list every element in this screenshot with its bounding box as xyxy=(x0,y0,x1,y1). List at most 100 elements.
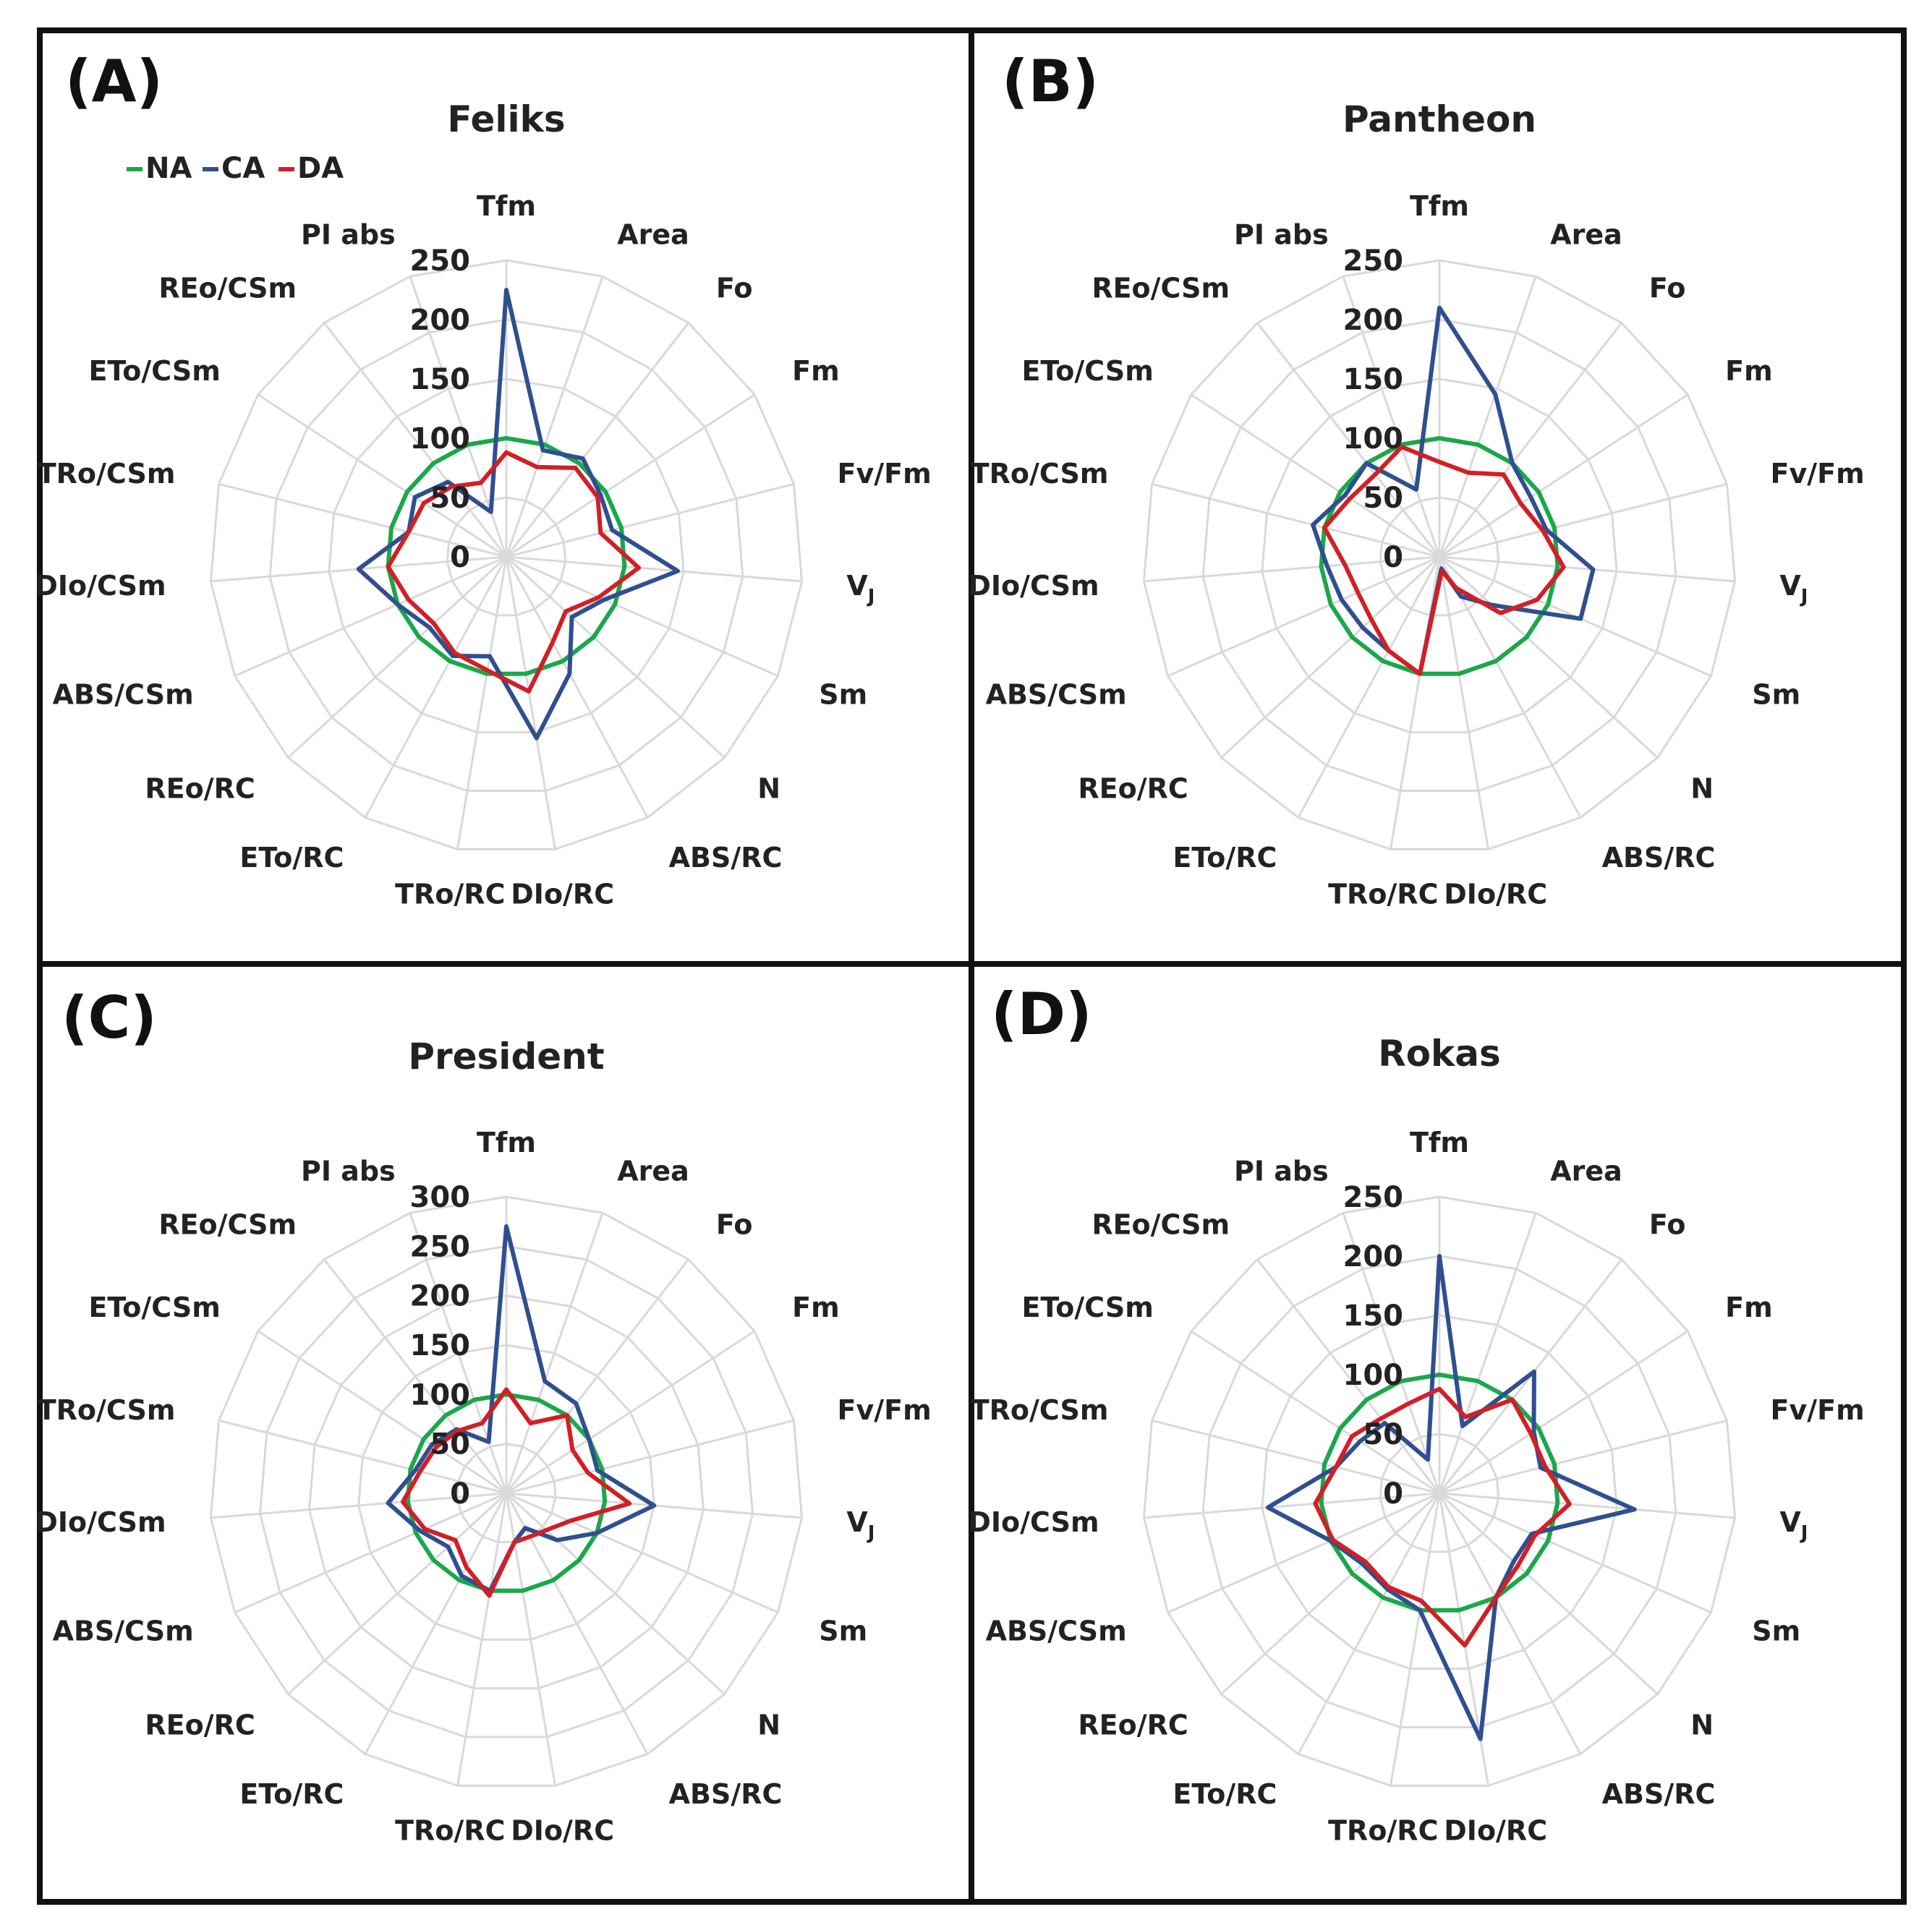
axis-label: N xyxy=(757,773,780,805)
axis-label: TRo/CSm xyxy=(971,1394,1109,1426)
series-line-da xyxy=(386,450,642,694)
spoke-abs-rc xyxy=(1438,556,1582,819)
spoke-vj xyxy=(1439,555,1735,583)
axis-label: Tfm xyxy=(477,1127,536,1158)
spoke-area xyxy=(1438,1212,1537,1494)
axis-label: ETo/RC xyxy=(1173,842,1277,874)
axis-label: ABS/RC xyxy=(669,1778,783,1810)
series-line-da xyxy=(1322,444,1566,676)
tick-label: 100 xyxy=(410,422,471,456)
axis-label: REo/RC xyxy=(1078,773,1188,805)
spoke-dio-csm xyxy=(1144,1492,1440,1519)
axis-label-subscript: J xyxy=(867,586,875,607)
spoke-reo-rc xyxy=(287,555,508,759)
grid-ring-150 xyxy=(328,377,685,734)
axis-label: Sm xyxy=(819,679,867,711)
legend-label-ca: CA xyxy=(221,152,265,185)
spoke-fo xyxy=(505,322,690,558)
grid-ring-150 xyxy=(1261,377,1618,734)
axis-label: ETo/CSm xyxy=(1021,355,1153,387)
spoke-fo xyxy=(1438,322,1623,558)
axis-label-text: V xyxy=(846,1506,868,1538)
tick-label: 250 xyxy=(1343,244,1404,278)
spoke-tro-rc xyxy=(456,1493,508,1786)
axis-label: TRo/RC xyxy=(395,1815,505,1847)
chart-title: Rokas xyxy=(1378,1033,1501,1075)
spoke-fm xyxy=(506,1330,756,1495)
panel-letter: (D) xyxy=(991,981,1092,1048)
grid-ring-200 xyxy=(1201,318,1677,793)
spoke-area xyxy=(1438,276,1537,558)
axis-label: REo/RC xyxy=(145,773,255,805)
spoke-sm xyxy=(506,555,779,678)
axis-label: Area xyxy=(617,1156,689,1187)
axis-label: Sm xyxy=(819,1615,867,1647)
tick-label: 50 xyxy=(1363,1418,1403,1451)
spoke-abs-csm xyxy=(234,1492,507,1614)
series-line-da xyxy=(1313,1386,1572,1648)
axis-label-subscript: J xyxy=(1800,1522,1808,1544)
axis-label: ABS/RC xyxy=(669,842,783,874)
spoke-reo-csm xyxy=(323,1258,508,1494)
spoke-eto-csm xyxy=(1190,1330,1440,1495)
axis-label: DIo/RC xyxy=(1444,879,1547,910)
spoke-area xyxy=(505,1212,604,1494)
axis-label: VJ xyxy=(846,1506,874,1544)
axis-label: PI abs xyxy=(1234,219,1329,251)
tick-label: 100 xyxy=(1343,422,1404,456)
spoke-abs-rc xyxy=(1438,1493,1582,1755)
tick-label: 0 xyxy=(450,1477,470,1511)
axis-label: Area xyxy=(617,219,689,251)
axis-label-text: V xyxy=(1779,570,1801,602)
axis-label: DIo/CSm xyxy=(35,570,166,602)
grid-ring-300 xyxy=(209,1195,804,1787)
spoke-abs-rc xyxy=(505,556,649,819)
axis-label: DIo/RC xyxy=(511,879,614,910)
axis-label: Fo xyxy=(716,273,753,304)
spoke-dio-csm xyxy=(210,1492,507,1519)
axis-label: ABS/CSm xyxy=(53,1615,194,1647)
spoke-sm xyxy=(506,1492,779,1614)
series-line-na xyxy=(1319,1373,1560,1613)
spoke-eto-rc xyxy=(1297,1493,1441,1755)
axis-label: ABS/CSm xyxy=(53,679,194,711)
axis-label: ABS/RC xyxy=(1602,1778,1716,1810)
spoke-tro-csm xyxy=(218,1419,507,1495)
tick-label: 0 xyxy=(1383,541,1403,574)
axis-label: ETo/RC xyxy=(239,1778,344,1810)
axis-label: Fv/Fm xyxy=(838,458,932,490)
axis-label: TRo/CSm xyxy=(971,458,1109,490)
axis-label: REo/RC xyxy=(1078,1710,1188,1741)
axis-label: REo/RC xyxy=(145,1710,255,1741)
axis-label-subscript: J xyxy=(1800,586,1808,607)
axis-label-subscript: J xyxy=(867,1522,875,1544)
tick-label: 100 xyxy=(410,1378,471,1412)
tick-label: 200 xyxy=(410,304,471,337)
axis-label: Fo xyxy=(1649,1209,1686,1241)
tick-label: 50 xyxy=(1363,482,1403,515)
spoke-n xyxy=(505,555,725,759)
series-line-da xyxy=(400,1387,632,1598)
axis-label: Fv/Fm xyxy=(1771,458,1865,490)
spoke-sm xyxy=(1439,1492,1712,1614)
series-line-ca xyxy=(356,288,680,740)
spoke-fv-fm xyxy=(506,1419,794,1495)
spoke-tro-csm xyxy=(218,482,507,558)
axis-label: Fv/Fm xyxy=(1771,1394,1865,1426)
axis-label-text: V xyxy=(1779,1506,1801,1538)
spoke-fo xyxy=(505,1258,690,1494)
axis-label: N xyxy=(1690,773,1714,805)
spoke-pi-abs xyxy=(1342,276,1441,558)
radar-grid xyxy=(209,1195,804,1787)
legend-label-na: NA xyxy=(145,152,192,185)
axis-label: Sm xyxy=(1752,1615,1800,1647)
axis-label: Fv/Fm xyxy=(838,1394,932,1426)
tick-label: 250 xyxy=(410,1230,471,1263)
axis-label: ETo/CSm xyxy=(88,355,220,387)
axis-label: ABS/RC xyxy=(1602,842,1716,874)
